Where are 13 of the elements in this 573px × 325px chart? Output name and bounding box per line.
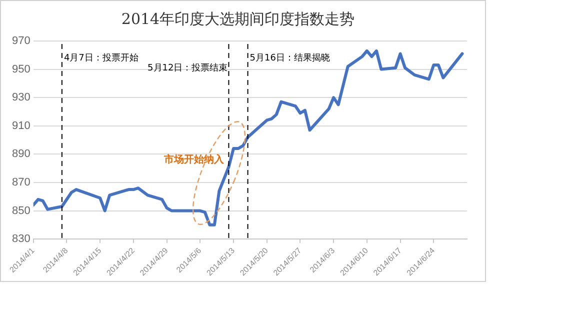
ref-line-label: 5月12日：投票结束	[148, 62, 228, 74]
y-tick-label: 910	[12, 120, 30, 132]
annotation: 市场开始纳入	[162, 153, 225, 166]
y-tick-label: 870	[12, 176, 30, 188]
y-tick-label: 850	[12, 204, 30, 217]
ref-line-label: 4月7日：投票开始	[64, 52, 138, 64]
y-tick-label: 830	[12, 233, 30, 246]
y-tick-label: 930	[12, 92, 30, 104]
ref-line-label: 5月16日：结果揭晓	[250, 52, 330, 64]
y-tick-label: 890	[12, 148, 30, 160]
chart-title: 2014年印度大选期间印度指数走势	[121, 10, 355, 28]
y-tick-label: 950	[12, 63, 30, 76]
y-tick-label: 970	[12, 35, 30, 48]
